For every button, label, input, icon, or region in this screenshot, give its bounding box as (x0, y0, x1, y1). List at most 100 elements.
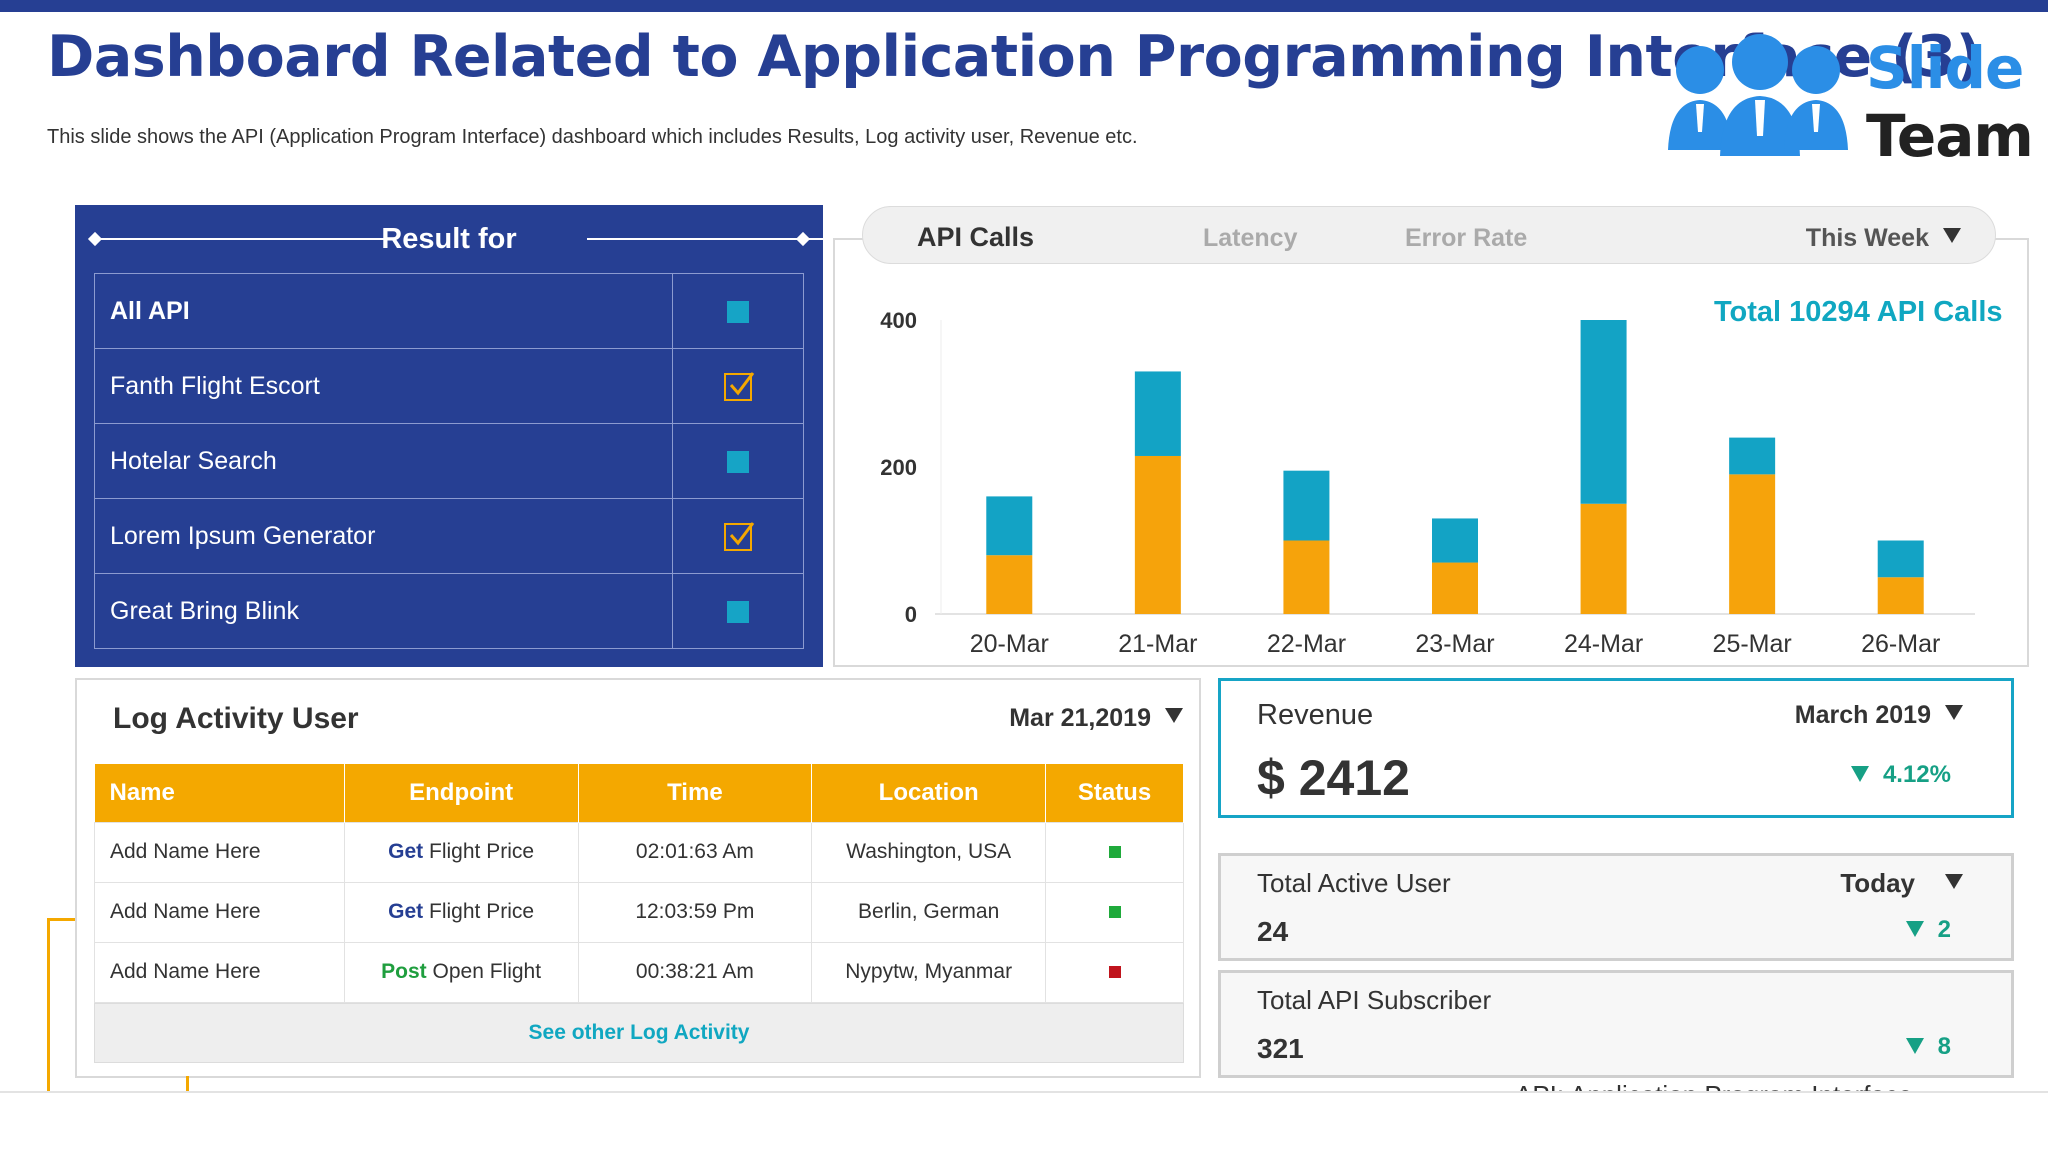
square-icon (727, 600, 749, 623)
bar-segment-lower (1580, 503, 1627, 614)
log-title: Log Activity User (113, 702, 359, 735)
bar-segment-lower (1432, 562, 1478, 614)
bar-segment-lower (1877, 577, 1924, 614)
status-dot-icon (1108, 846, 1121, 858)
table-row[interactable]: Add Name Here Get Flight Price 12:03:59 … (94, 881, 1184, 943)
square-icon (727, 300, 749, 323)
down-arrow-icon (1905, 921, 1924, 937)
subscriber-change-value: 8 (1937, 1033, 1951, 1060)
tab-latency[interactable]: Latency (1203, 224, 1298, 252)
filter-toggle[interactable] (672, 273, 804, 349)
http-verb: Get (388, 900, 424, 923)
period-label: This Week (1805, 224, 1929, 252)
tab-error-rate[interactable]: Error Rate (1405, 224, 1528, 252)
filter-row-hotelar[interactable]: Hotelar Search (94, 423, 804, 499)
subscriber-change: 8 (1905, 1033, 1951, 1061)
subscriber-value: 321 (1257, 1033, 1304, 1064)
result-header: Result for (75, 205, 883, 273)
x-tick-label: 23-Mar (1415, 630, 1494, 658)
bottom-rule (0, 1091, 2048, 1093)
y-tick-label: 400 (880, 308, 917, 333)
dropdown-arrow-icon (1945, 874, 1963, 889)
bar-segment-upper (1432, 518, 1478, 563)
dropdown-arrow-icon (1945, 705, 1963, 720)
dropdown-arrow-icon (1943, 228, 1961, 243)
x-tick-label: 26-Mar (1861, 630, 1940, 658)
table-header-row: Name Endpoint Time Location Status (94, 764, 1184, 822)
log-date-label: Mar 21,2019 (1009, 704, 1151, 732)
logo-text-slide: Slide (1866, 34, 2024, 102)
x-tick-label: 21-Mar (1118, 630, 1197, 658)
cell-status (1045, 941, 1184, 1003)
page-subtitle: This slide shows the API (Application Pr… (47, 126, 1138, 148)
cell-name: Add Name Here (94, 821, 345, 883)
y-tick-label: 0 (905, 602, 917, 627)
filter-label: Hotelar Search (94, 423, 673, 499)
active-user-change: 2 (1905, 916, 1951, 944)
status-dot-icon (1108, 906, 1121, 918)
log-date-dropdown[interactable]: Mar 21,2019 (1009, 704, 1183, 733)
active-user-title: Total Active User (1257, 868, 1451, 898)
cell-time: 02:01:63 Am (577, 821, 813, 883)
column-header: Status (1045, 764, 1184, 822)
cell-location: Nypytw, Myanmar (811, 941, 1047, 1003)
down-arrow-icon (1850, 766, 1869, 782)
filter-row-all-api[interactable]: All API (94, 273, 804, 349)
footnote: API: Application Program Interface (1515, 1080, 1912, 1092)
see-other-log-link[interactable]: See other Log Activity (94, 1003, 1184, 1063)
result-title: Result for (381, 223, 517, 255)
filter-row-great-bring[interactable]: Great Bring Blink (94, 573, 804, 649)
cell-location: Washington, USA (811, 821, 1047, 883)
http-verb: Get (388, 840, 424, 863)
tab-api-calls[interactable]: API Calls (917, 222, 1035, 252)
revenue-title: Revenue (1257, 699, 1374, 731)
bar-segment-lower (1283, 540, 1330, 614)
cell-location: Berlin, German (811, 881, 1047, 943)
bar-segment-upper (1580, 320, 1627, 504)
filter-checkbox[interactable] (672, 348, 804, 424)
active-user-period-dropdown[interactable]: Today (1840, 868, 1963, 899)
total-api-calls: Total 10294 API Calls (1714, 296, 2003, 328)
people-logo-icon (1668, 34, 1848, 156)
revenue-period-dropdown[interactable]: March 2019 (1795, 701, 1963, 730)
bar-segment-upper (1283, 470, 1330, 541)
bar-segment-upper (1729, 437, 1776, 475)
revenue-value: $ 2412 (1257, 750, 1410, 806)
header-rule-left (95, 238, 385, 240)
bar-segment-upper (1877, 540, 1924, 578)
x-tick-label: 20-Mar (970, 630, 1049, 658)
filter-label: All API (94, 273, 673, 349)
filter-row-fanth[interactable]: Fanth Flight Escort (94, 348, 804, 424)
endpoint-path: Flight Price (429, 840, 535, 863)
cell-endpoint: Get Flight Price (343, 821, 579, 883)
api-filter-list: All API Fanth Flight Escort Hotelar Sear… (94, 273, 804, 649)
table-row[interactable]: Add Name Here Get Flight Price 02:01:63 … (94, 821, 1184, 883)
decor-bracket (47, 918, 75, 921)
subscriber-card: Total API Subscriber 321 8 (1218, 970, 2014, 1078)
slideteam-logo: Slide Team (1660, 28, 2034, 170)
table-row[interactable]: Add Name Here Post Open Flight 00:38:21 … (94, 941, 1184, 1003)
checkbox-checked-icon (724, 371, 755, 401)
cell-name: Add Name Here (94, 941, 345, 1003)
active-user-period-label: Today (1840, 868, 1915, 898)
checkbox-checked-icon (724, 521, 755, 551)
filter-row-lorem[interactable]: Lorem Ipsum Generator (94, 498, 804, 574)
filter-toggle[interactable] (672, 573, 804, 649)
cell-endpoint: Post Open Flight (343, 941, 579, 1003)
active-user-change-value: 2 (1937, 916, 1951, 943)
x-tick-label: 22-Mar (1267, 630, 1346, 658)
header-rule-right (587, 238, 883, 240)
bar-segment-lower (986, 555, 1033, 614)
endpoint-path: Open Flight (432, 960, 542, 983)
period-dropdown[interactable]: This Week (1806, 224, 1961, 253)
active-user-value: 24 (1257, 916, 1289, 947)
filter-toggle[interactable] (672, 423, 804, 499)
log-table: Name Endpoint Time Location Status Add N… (94, 764, 1184, 1003)
filter-checkbox[interactable] (672, 498, 804, 574)
api-tab-bar: API Calls Latency Error Rate This Week (862, 206, 1996, 264)
page-title: Dashboard Related to Application Program… (47, 24, 1982, 90)
bar-segment-lower (1729, 474, 1776, 614)
subscriber-title: Total API Subscriber (1257, 985, 1492, 1015)
bar-segment-lower (1134, 455, 1181, 614)
y-tick-label: 200 (880, 455, 917, 480)
